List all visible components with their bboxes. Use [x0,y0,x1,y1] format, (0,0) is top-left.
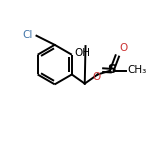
Text: O: O [119,43,128,53]
Text: Cl: Cl [22,30,33,40]
Text: O: O [92,72,100,82]
Text: S: S [107,63,116,76]
Text: OH: OH [75,48,91,58]
Text: CH₃: CH₃ [128,65,147,75]
